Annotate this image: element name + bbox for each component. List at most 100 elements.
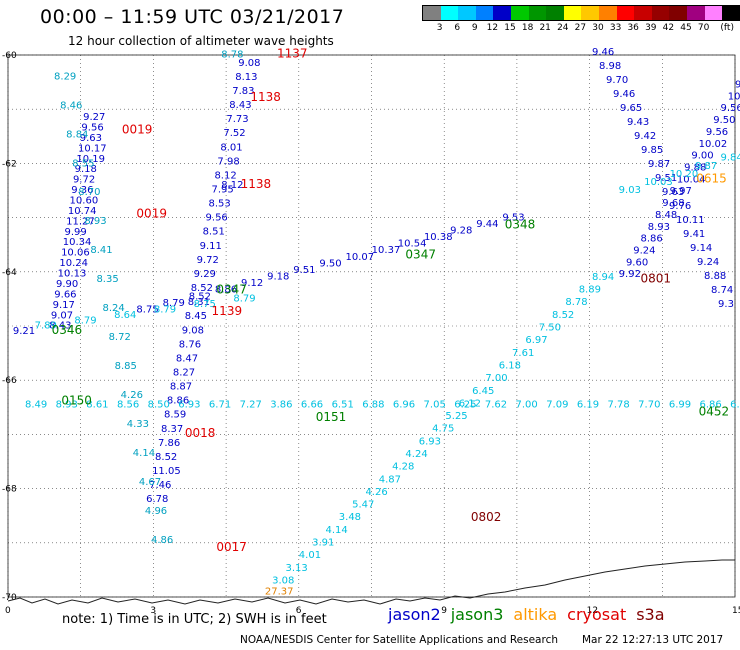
wave-height-value: 7.70: [638, 399, 660, 410]
wave-height-value: 3.13: [285, 563, 307, 574]
wave-height-value: 10.02: [699, 139, 728, 150]
wave-height-value: 8.93: [56, 399, 78, 410]
wave-height-value: 8.93: [84, 216, 106, 227]
wave-height-value: 8.86: [167, 396, 189, 407]
wave-height-value: 9.50: [713, 115, 735, 126]
wave-height-value: 6.71: [209, 399, 231, 410]
wave-height-value: 9.11: [200, 241, 222, 252]
color-scale: 3 6 9 12 15 18 21 24 27 30 33 36 39 42 45 70 (ft): [422, 5, 740, 35]
pass-time-label: 1138: [250, 90, 281, 104]
wave-height-value: 9.12: [241, 278, 263, 289]
credit-line: NOAA/NESDIS Center for Satellite Applica…: [240, 634, 558, 646]
wave-height-value: 8.35: [96, 274, 118, 285]
wave-height-value: 7.27: [240, 399, 262, 410]
color-scale-label: (ft): [720, 23, 734, 33]
generated-timestamp: Mar 22 12:27:13 UTC 2017: [582, 634, 724, 646]
wave-height-value: 8.93: [648, 222, 670, 233]
wave-height-value: 4.87: [379, 474, 401, 485]
wave-height-value: 8.88: [704, 271, 726, 282]
wave-height-value: 8.24: [103, 303, 125, 314]
wave-height-value: 9.41: [683, 229, 705, 240]
wave-height-value: 8.85: [115, 361, 137, 372]
wave-height-value: 10.38: [424, 232, 453, 243]
wave-height-value: 9.56: [81, 122, 103, 133]
pass-time-label: 0017: [216, 540, 247, 554]
wave-height-value: 10.03: [644, 177, 673, 188]
wave-height-value: 4.86: [151, 535, 173, 546]
wave-height-value: 6.99: [669, 399, 691, 410]
wave-height-value: 8.50: [148, 399, 170, 410]
wave-height-value: 6.88: [362, 399, 384, 410]
wave-height-value: 7.00: [485, 373, 507, 384]
page-title: 00:00 – 11:59 UTC 03/21/2017: [40, 6, 345, 28]
wave-height-value: 7.86: [158, 438, 180, 449]
wave-height-value: 8.45: [185, 311, 207, 322]
lon-tick-label: 9: [441, 606, 447, 616]
wave-height-value: 10.04: [677, 174, 706, 185]
wave-height-value: 4.01: [299, 550, 321, 561]
wave-height-value: 7.50: [539, 323, 561, 334]
color-scale-label: 9: [471, 23, 478, 33]
wave-height-value: 9.90: [56, 279, 78, 290]
wave-height-value: 9.15: [735, 80, 740, 91]
wave-height-value: 9.18: [75, 164, 97, 175]
wave-height-value: 9.87: [648, 159, 670, 170]
pass-time-label: 0019: [122, 123, 153, 137]
footnote: note: 1) Time is in UTC; 2) SWH is in fe…: [62, 612, 327, 627]
wave-height-value: 9.24: [697, 257, 719, 268]
wave-height-value: 8.47: [176, 353, 198, 364]
lon-tick-label: 15: [732, 606, 740, 616]
wave-height-value: 6.97: [525, 335, 547, 346]
wave-height-value: 7.00: [516, 399, 538, 410]
wave-height-value: 6.45: [472, 386, 494, 397]
wave-height-value: 10.07: [346, 252, 375, 263]
wave-height-value: 9.03: [619, 185, 641, 196]
wave-height-value: 9.3: [718, 299, 734, 310]
wave-height-value: 8.49: [25, 399, 47, 410]
wave-height-value: 9.87: [695, 161, 717, 172]
wave-height-value: 9.51: [655, 173, 677, 184]
wave-height-value: 10.19: [76, 154, 105, 165]
wave-height-value: 7.46: [149, 480, 171, 491]
wave-height-value: 9.56: [206, 213, 228, 224]
lat-tick-label: -60: [2, 51, 17, 61]
wave-height-value: 6.96: [393, 399, 415, 410]
color-scale-swatch: [669, 6, 687, 20]
wave-height-value: 8.43: [229, 100, 251, 111]
color-scale-label: 18: [521, 23, 534, 33]
wave-height-value: 3.48: [339, 512, 361, 523]
wave-height-value: 8.75: [136, 304, 158, 315]
pass-time-label: 0019: [136, 207, 167, 221]
wave-height-value: 8.56: [117, 399, 139, 410]
wave-height-value: 7.98: [217, 156, 239, 167]
wave-height-value: 9.43: [627, 117, 649, 128]
wave-height-value: 4.14: [325, 525, 347, 536]
color-scale-label: 36: [627, 23, 639, 33]
pass-time-label: 0347: [405, 247, 436, 261]
wave-height-value: 9.72: [197, 255, 219, 266]
wave-height-value: 4.67: [139, 477, 161, 488]
plot-frame: [7, 54, 736, 598]
color-scale-swatch: [598, 6, 617, 20]
color-scale-swatch: [510, 6, 529, 20]
wave-height-value: 10.74: [68, 206, 97, 217]
lon-tick-label: 3: [150, 606, 156, 616]
lat-tick-label: -68: [2, 485, 17, 495]
wave-height-value: 4.96: [145, 506, 167, 517]
wave-height-value: 10.60: [70, 196, 99, 207]
lon-tick-label: 6: [296, 606, 302, 616]
wave-height-value: 9.97: [670, 186, 692, 197]
lat-tick-label: -62: [2, 159, 17, 169]
wave-height-value: 8.31: [188, 297, 210, 308]
pass-time-label: 0150: [61, 394, 92, 408]
wave-height-value: 4.14: [133, 448, 155, 459]
wave-height-value: 9.88: [684, 163, 706, 174]
wave-height-value: 8.94: [592, 272, 614, 283]
wave-height-value: 3.91: [312, 538, 334, 549]
wave-height-value: 6.25: [454, 399, 476, 410]
wave-height-value: 9.28: [450, 225, 472, 236]
wave-height-value: 7.05: [424, 399, 446, 410]
color-scale-label: 12: [486, 23, 499, 33]
color-scale-swatch: [722, 6, 740, 20]
wave-height-value: 8.86: [640, 234, 662, 245]
